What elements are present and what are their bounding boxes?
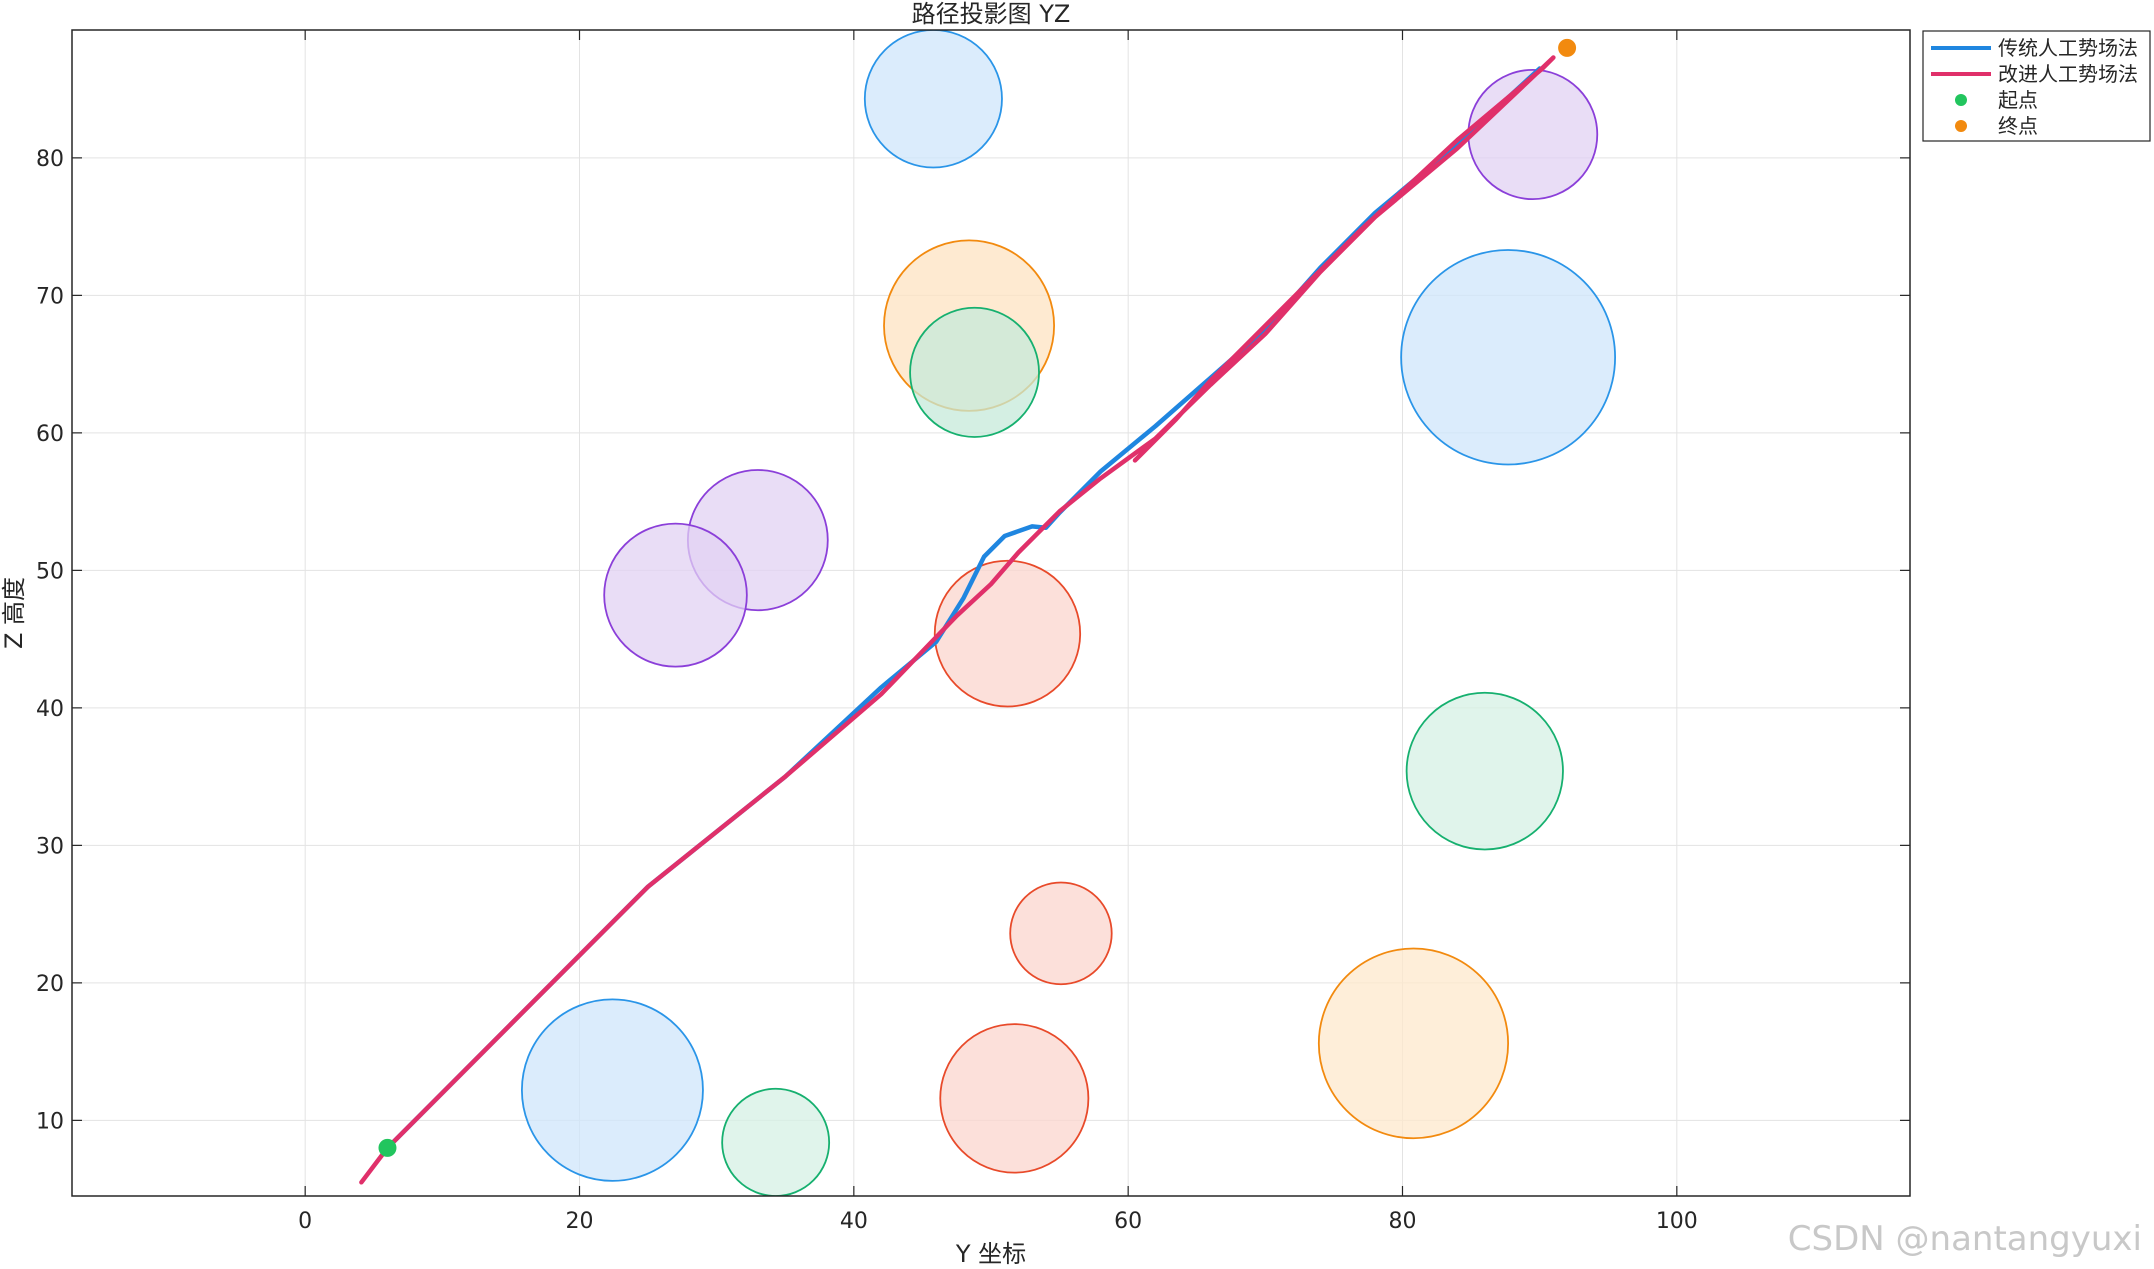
chart-title: 路径投影图 YZ: [912, 0, 1071, 28]
y-tick-label: 20: [36, 972, 64, 997]
obstacle-circle: [1405, 691, 1564, 851]
obstacle-circle: [1467, 68, 1599, 201]
x-tick-label: 100: [1656, 1209, 1698, 1234]
path-markers: [378, 38, 1577, 1157]
obstacle-circle: [721, 1087, 831, 1196]
legend: 传统人工势场法 改进人工势场法 起点 终点: [1922, 30, 2151, 142]
series-improved-line: [359, 55, 1556, 1185]
legend-swatch-start: [1955, 94, 1967, 106]
x-tick-label: 0: [298, 1209, 312, 1234]
legend-label-start: 起点: [1998, 88, 2038, 112]
y-axis-title: Z 高度: [0, 577, 28, 649]
x-tick-label: 40: [840, 1209, 868, 1234]
obstacle-circle: [1317, 947, 1510, 1140]
path-series: [359, 55, 1556, 1185]
start-point-marker: [378, 1138, 397, 1157]
end-point-marker: [1558, 38, 1577, 57]
legend-label-end: 终点: [1998, 114, 2038, 138]
x-tick-label: 60: [1114, 1209, 1142, 1234]
obstacle-circle: [1009, 881, 1113, 986]
x-tick-label: 80: [1388, 1209, 1416, 1234]
x-tick-label: 20: [566, 1209, 594, 1234]
y-tick-label: 30: [36, 834, 64, 859]
obstacle-circle: [1400, 249, 1616, 466]
y-tick-label: 50: [36, 559, 64, 584]
obstacle-circle: [603, 522, 748, 668]
obstacles: [520, 30, 1616, 1196]
y-tick-label: 80: [36, 147, 64, 172]
legend-swatch-end: [1955, 120, 1967, 132]
legend-label-improved: 改进人工势场法: [1998, 62, 2138, 86]
obstacle-circle: [933, 559, 1082, 708]
obstacle-circle: [909, 306, 1040, 438]
y-tick-label: 70: [36, 284, 64, 309]
legend-label-traditional: 传统人工势场法: [1998, 36, 2138, 60]
watermark: CSDN @nantangyuxi: [1787, 1219, 2142, 1259]
plot-frame: [71, 29, 1911, 1197]
y-tick-label: 10: [36, 1109, 64, 1134]
obstacle-circle: [939, 1023, 1090, 1174]
y-tick-label: 60: [36, 422, 64, 447]
obstacle-circle: [863, 30, 1003, 169]
obstacle-circle: [520, 998, 704, 1182]
axis-ticks: 0 20 40 60 80 100 10 20 30 40 50 60 70 80: [36, 30, 1910, 1234]
y-tick-label: 40: [36, 697, 64, 722]
x-axis-title: Y 坐标: [955, 1240, 1026, 1268]
